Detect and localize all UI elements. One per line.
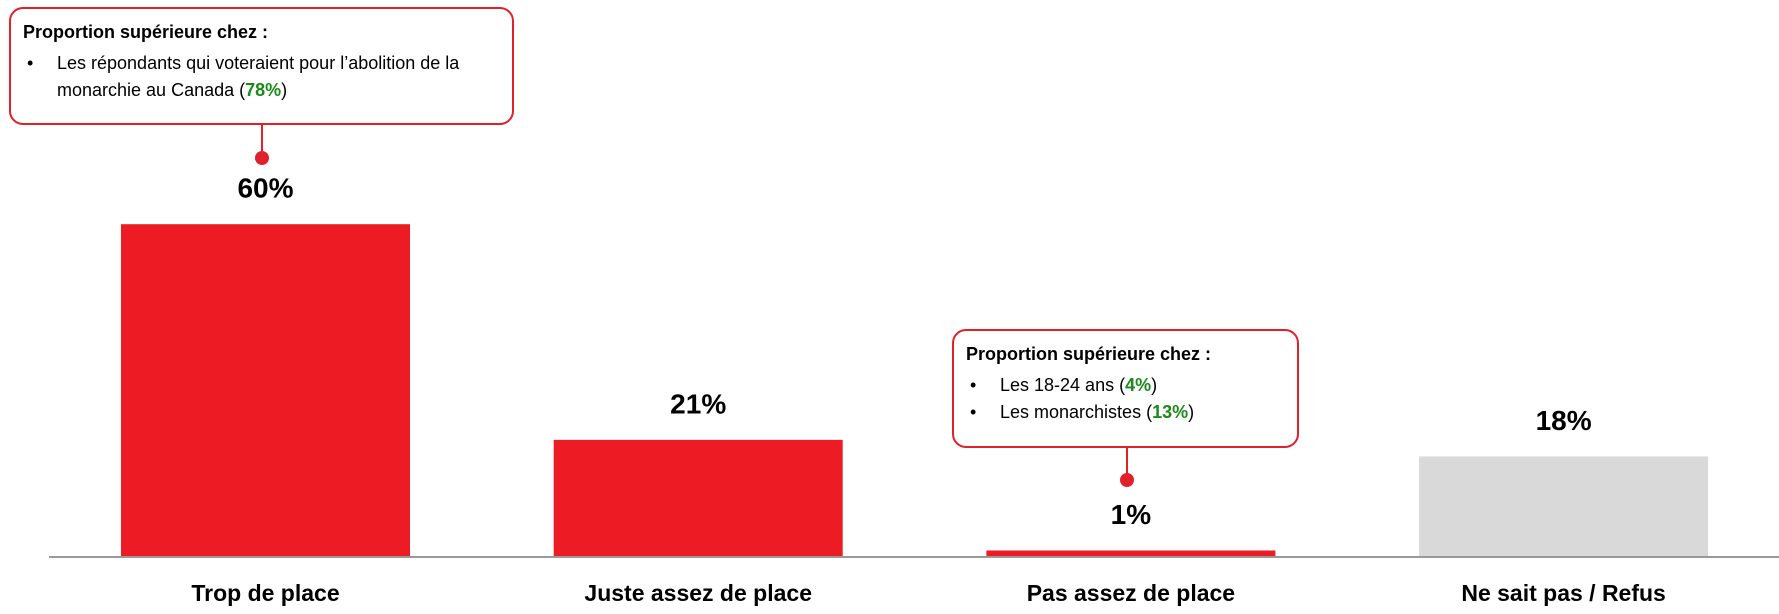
- category-label: Pas assez de place: [1027, 580, 1235, 606]
- callout: Proportion supérieure chez : Les répondan…: [9, 7, 514, 125]
- value-label: 60%: [237, 173, 293, 204]
- connector-dot: [1120, 473, 1134, 487]
- category-label: Ne sait pas / Refus: [1461, 580, 1666, 606]
- callout-list: Les répondants qui voteraient pour l’abo…: [23, 50, 500, 104]
- callout-text: Les monarchistes: [1000, 402, 1142, 422]
- connector-dot: [255, 151, 269, 165]
- callout-item: Les monarchistes 13%: [970, 399, 1285, 426]
- bar: [986, 550, 1276, 556]
- callout-text: Les répondants qui voteraient pour l’abo…: [57, 53, 460, 100]
- value-label: 18%: [1536, 405, 1592, 436]
- bar: [121, 224, 410, 556]
- category-label: Trop de place: [191, 580, 339, 606]
- callout-text: Les 18-24 ans: [1000, 375, 1115, 395]
- callout-value: 4%: [1119, 375, 1157, 395]
- callout-value: 13%: [1146, 402, 1194, 422]
- bar: [553, 439, 843, 556]
- callout-value: 78%: [239, 80, 287, 100]
- callout-title: Proportion supérieure chez :: [966, 344, 1212, 364]
- value-label: 21%: [670, 388, 726, 419]
- bar: [1419, 456, 1709, 556]
- callout: Proportion supérieure chez : Les 18-24 an…: [952, 329, 1299, 448]
- callout-item: Les 18-24 ans 4%: [970, 372, 1285, 399]
- value-label: 1%: [1111, 499, 1152, 530]
- callout-list: Les 18-24 ans 4%Les monarchistes 13%: [966, 372, 1285, 426]
- callout-title: Proportion supérieure chez :: [23, 22, 269, 42]
- category-label: Juste assez de place: [584, 580, 812, 606]
- callout-item: Les répondants qui voteraient pour l’abo…: [27, 50, 500, 104]
